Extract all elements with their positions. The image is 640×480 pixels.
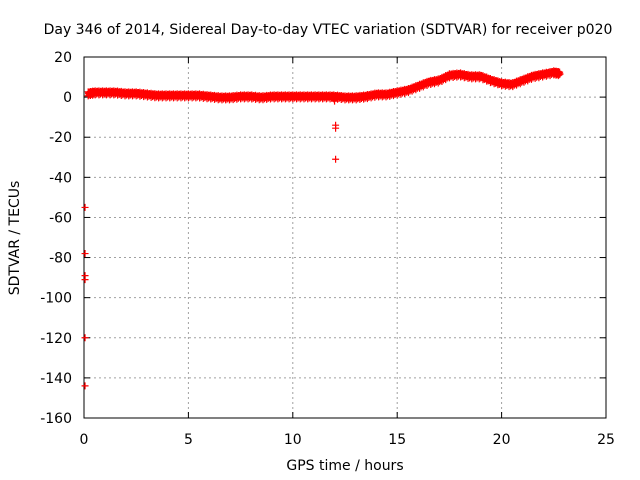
x-tick-label: 5 [184,432,193,448]
y-tick-label: -120 [40,331,72,347]
plot-frame [83,56,607,419]
outlier-point [81,250,89,258]
y-axis-label: SDTVAR / TECUs [7,181,23,296]
grid [84,57,606,418]
x-tick-label: 15 [388,432,406,448]
outlier-point [332,155,340,163]
outlier-point [332,124,340,132]
y-tick-label: -20 [49,130,72,146]
x-tick-label: 20 [493,432,511,448]
x-tick-label: 0 [80,432,89,448]
outlier-point [81,203,89,211]
axis-ticks: 0 5 10 15 20 25 -160 -140 -120 -100 -80 -60 -40 -20 0 2… [40,50,615,448]
outlier-point [81,382,89,390]
outlier-point [81,334,89,342]
data-point [556,70,564,78]
y-tick-label: -100 [40,291,72,307]
x-axis-label: GPS time / hours [286,458,403,474]
x-tick-label: 10 [284,432,302,448]
y-tick-label: -140 [40,371,72,387]
x-tick-label: 25 [597,432,615,448]
y-tick-label: -60 [49,210,72,226]
y-tick-label: -40 [49,170,72,186]
y-tick-label: -80 [49,251,72,267]
chart-title: Day 346 of 2014, Sidereal Day-to-day VTE… [44,22,613,38]
y-tick-label: 0 [63,90,72,106]
y-tick-label: 20 [54,50,72,66]
y-tick-label: -160 [40,411,72,427]
data-marks [81,67,564,390]
outlier-point [331,97,339,105]
outlier-point [81,276,89,284]
